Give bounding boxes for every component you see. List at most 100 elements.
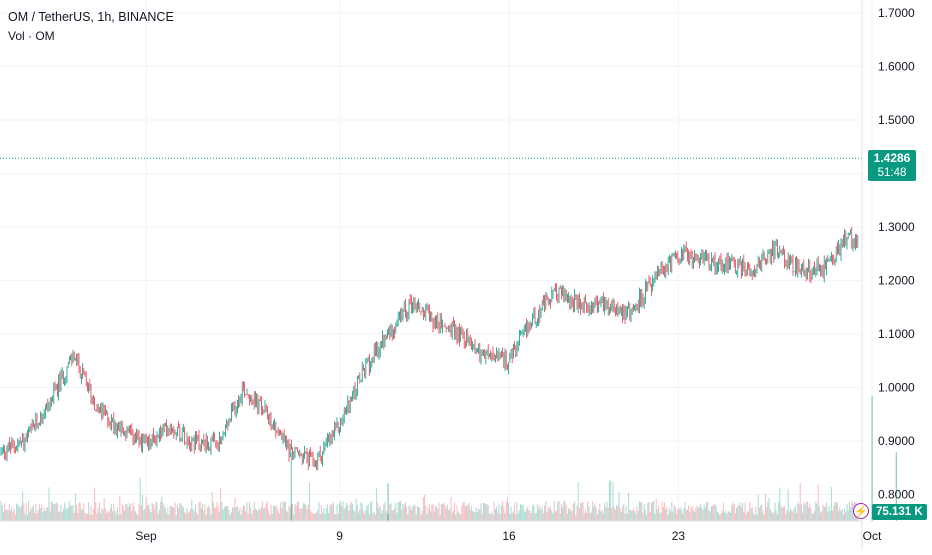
volume-bar bbox=[245, 512, 246, 521]
volume-bar bbox=[674, 505, 675, 521]
volume-bar bbox=[497, 513, 498, 521]
volume-bar bbox=[705, 508, 706, 521]
volume-bar bbox=[97, 514, 98, 521]
volume-bar bbox=[515, 514, 516, 521]
volume-bar bbox=[652, 502, 653, 521]
volume-bar bbox=[466, 505, 467, 521]
volume-bar bbox=[267, 501, 268, 521]
volume-bar bbox=[417, 506, 418, 521]
volume-bar bbox=[286, 511, 287, 521]
volume-bar bbox=[784, 506, 785, 521]
volume-bar bbox=[836, 503, 837, 521]
volume-bar bbox=[472, 511, 473, 521]
volume-bar bbox=[320, 514, 321, 521]
volume-bar bbox=[778, 502, 779, 521]
volume-bar bbox=[62, 512, 63, 521]
volume-bar bbox=[829, 506, 830, 521]
volume-bar bbox=[668, 515, 669, 521]
volume-bar bbox=[147, 506, 148, 521]
volume-bar bbox=[754, 515, 755, 521]
volume-bar bbox=[809, 504, 810, 521]
volume-bar bbox=[803, 502, 804, 521]
volume-bar bbox=[731, 505, 732, 521]
volume-bar bbox=[757, 514, 758, 521]
volume-bar bbox=[285, 502, 286, 521]
volume-bar bbox=[248, 514, 249, 521]
volume-bar bbox=[393, 510, 394, 521]
volume-bar bbox=[523, 504, 524, 521]
volume-bar bbox=[80, 503, 81, 521]
volume-bar bbox=[127, 504, 128, 521]
lightning-icon[interactable]: ⚡ bbox=[853, 503, 869, 519]
volume-bar bbox=[197, 514, 198, 521]
volume-bar bbox=[537, 504, 538, 521]
volume-legend[interactable]: Vol · OM bbox=[8, 29, 55, 43]
volume-bar bbox=[214, 508, 215, 521]
volume-bar bbox=[217, 502, 218, 521]
volume-bar bbox=[635, 513, 636, 521]
volume-bar bbox=[621, 512, 622, 521]
time-axis[interactable]: Sep91623Oct1421Nov bbox=[0, 521, 932, 543]
volume-bar bbox=[727, 514, 728, 521]
volume-bar bbox=[295, 504, 296, 521]
volume-bar bbox=[675, 507, 676, 521]
volume-bar bbox=[436, 507, 437, 521]
volume-bar bbox=[157, 501, 158, 521]
volume-bar bbox=[447, 505, 448, 521]
volume-bar bbox=[596, 507, 597, 521]
volume-bar bbox=[177, 504, 178, 521]
volume-bar bbox=[445, 505, 446, 521]
volume-bar bbox=[629, 510, 630, 521]
volume-bar bbox=[551, 511, 552, 521]
volume-bar bbox=[4, 503, 5, 521]
volume-bar bbox=[603, 513, 604, 521]
volume-bar bbox=[443, 503, 444, 521]
volume-bar bbox=[202, 504, 203, 521]
volume-bar bbox=[213, 502, 214, 521]
volume-bar bbox=[355, 511, 356, 521]
volume-bar bbox=[301, 508, 302, 521]
volume-bar bbox=[622, 506, 623, 521]
volume-bar bbox=[458, 512, 459, 521]
volume-bar bbox=[340, 501, 341, 521]
volume-bar bbox=[469, 503, 470, 521]
volume-bar bbox=[749, 502, 750, 521]
volume-bar bbox=[530, 510, 531, 521]
volume-bar bbox=[85, 513, 86, 521]
volume-bar bbox=[589, 507, 590, 521]
volume-bar bbox=[164, 505, 165, 521]
volume-bar bbox=[548, 507, 549, 521]
volume-bar bbox=[15, 515, 16, 521]
volume-bar bbox=[200, 502, 201, 521]
volume-bar bbox=[776, 510, 777, 521]
volume-bar bbox=[848, 511, 849, 521]
volume-bar bbox=[483, 503, 484, 521]
volume-bar bbox=[452, 513, 453, 521]
volume-bar bbox=[321, 505, 322, 521]
price-axis[interactable]: 1.70001.60001.50001.40001.30001.20001.10… bbox=[862, 0, 915, 550]
volume-bar bbox=[364, 514, 365, 521]
volume-bar bbox=[704, 505, 705, 521]
volume-bar bbox=[195, 505, 196, 521]
volume-bar bbox=[562, 507, 563, 521]
volume-bar bbox=[169, 515, 170, 521]
volume-bar bbox=[293, 514, 294, 521]
volume-bar bbox=[573, 504, 574, 521]
volume-bar bbox=[137, 515, 138, 521]
volume-bar bbox=[767, 502, 768, 521]
volume-bar bbox=[641, 502, 642, 521]
volume-bar bbox=[361, 502, 362, 521]
volume-bar bbox=[833, 506, 834, 521]
volume-bar bbox=[785, 514, 786, 521]
volume-bar bbox=[11, 507, 12, 521]
volume-bar bbox=[722, 511, 723, 521]
volume-bar bbox=[640, 503, 641, 521]
symbol-title[interactable]: OM / TetherUS, 1h, BINANCE bbox=[8, 10, 174, 24]
volume-bar bbox=[391, 503, 392, 521]
volume-bar bbox=[421, 515, 422, 521]
volume-bar bbox=[439, 503, 440, 521]
volume-bar bbox=[117, 508, 118, 521]
volume-bar bbox=[806, 502, 807, 521]
